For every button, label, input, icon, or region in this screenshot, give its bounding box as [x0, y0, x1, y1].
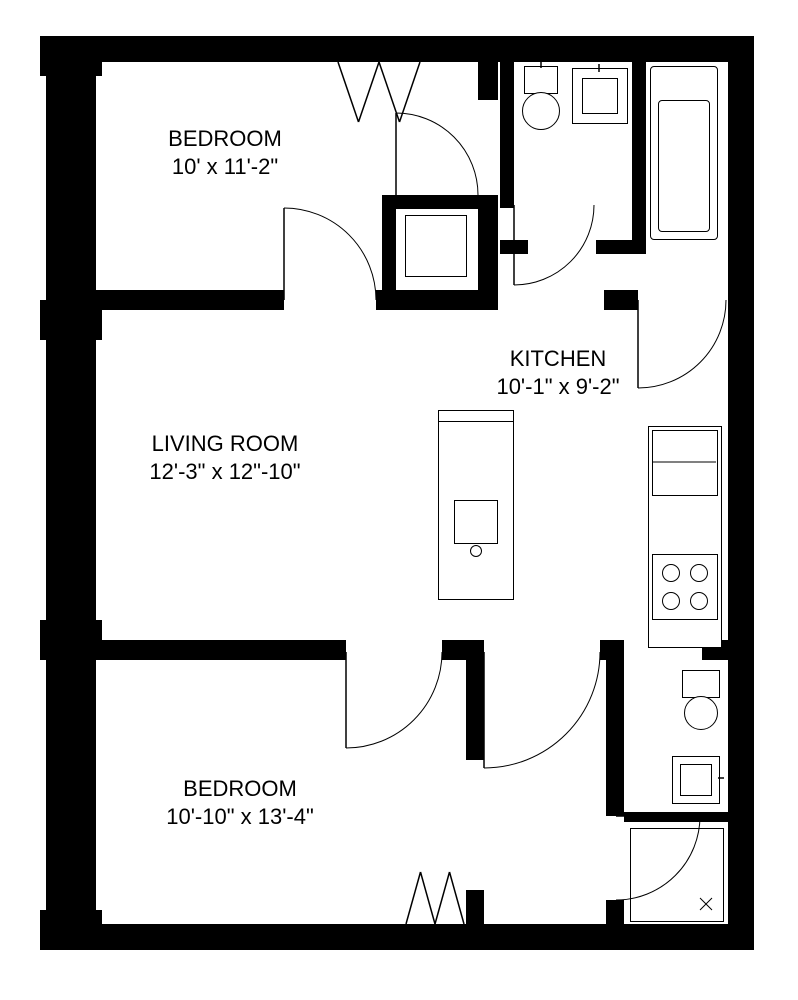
wall-v_stub_u_mid_t [478, 60, 498, 100]
wall-outer_left_a [46, 36, 96, 950]
room-label-bedroom1: BEDROOM10' x 11'-2" [168, 125, 282, 180]
wall-bath1_left [500, 60, 514, 208]
fixture-closet_sq [405, 215, 467, 277]
fixture-sink1_bowl [582, 78, 618, 114]
wall-outer_bottom [46, 924, 754, 950]
fixture-toilet2_t [682, 670, 720, 698]
wall-outer_top [74, 36, 730, 62]
fixture-burner4 [690, 592, 708, 610]
fixture-burner2 [690, 564, 708, 582]
room-dim-kitchen: 10'-1" x 9'-2" [496, 373, 619, 401]
fixture-tub_inner [658, 100, 710, 232]
fixture-burner1 [662, 564, 680, 582]
wall-closet_top [382, 195, 498, 209]
fixture-burner3 [662, 592, 680, 610]
room-name-kitchen: KITCHEN [496, 345, 619, 373]
fixture-sink2_bowl [680, 764, 712, 796]
fixture-island_sink [454, 500, 498, 544]
floorplan-canvas: BEDROOM10' x 11'-2"LIVING ROOM12'-3" x 1… [0, 0, 798, 1000]
fixture-stove [652, 554, 718, 620]
fixture-toilet1_b [522, 92, 560, 130]
room-label-kitchen: KITCHEN10'-1" x 9'-2" [496, 345, 619, 400]
room-name-bedroom1: BEDROOM [168, 125, 282, 153]
fixture-toilet1_t [524, 66, 558, 94]
fixture-island_knob [470, 545, 482, 557]
wall-bath1_bot_r [596, 240, 646, 254]
wall-pier_l2 [40, 620, 102, 660]
wall-closet_left [382, 195, 396, 295]
wall-v_stub_low_mid [466, 640, 484, 760]
wall-bath1_midv [632, 60, 646, 244]
wall-bath2_leftv_b [606, 900, 624, 926]
wall-h_wall_u_left [96, 290, 284, 310]
wall-v_stub_u_mid [478, 195, 498, 310]
wall-pier_lt [40, 36, 102, 76]
fixture-fridge [652, 430, 718, 496]
room-name-bedroom2: BEDROOM [166, 775, 314, 803]
wall-h_wall_u_right [604, 290, 638, 310]
room-name-living: LIVING ROOM [149, 430, 300, 458]
wall-v_stub_low_mid2 [466, 890, 484, 926]
room-label-living: LIVING ROOM12'-3" x 12"-10" [149, 430, 300, 485]
fixture-toilet2_b [684, 696, 718, 730]
room-dim-bedroom1: 10' x 11'-2" [168, 153, 282, 181]
room-label-bedroom2: BEDROOM10'-10" x 13'-4" [166, 775, 314, 830]
fixture-island_top [438, 410, 514, 422]
wall-bath2_leftv [606, 640, 624, 816]
wall-pier_l1 [40, 300, 102, 340]
wall-h_wall_low_left [96, 640, 346, 660]
wall-bath1_bot_l [500, 240, 528, 254]
wall-pier_lb [40, 910, 102, 950]
room-dim-bedroom2: 10'-10" x 13'-4" [166, 803, 314, 831]
fixture-shower [630, 828, 724, 922]
room-dim-living: 12'-3" x 12"-10" [149, 458, 300, 486]
wall-bath2_hsplit [624, 812, 728, 822]
wall-outer_right [728, 36, 754, 950]
